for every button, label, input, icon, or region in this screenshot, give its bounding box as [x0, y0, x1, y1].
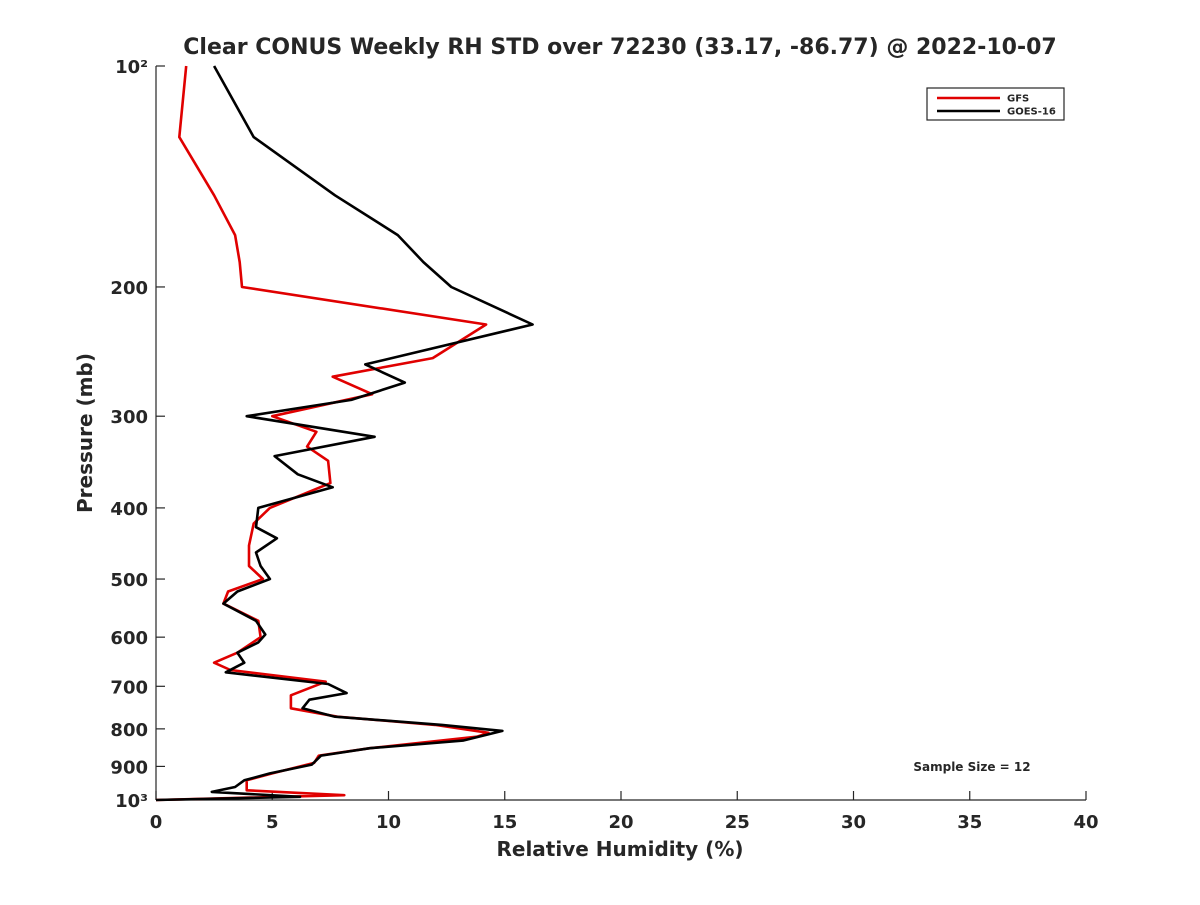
x-tick-label: 35 — [957, 812, 982, 833]
legend-box — [926, 87, 1065, 121]
x-tick-label: 20 — [608, 812, 633, 833]
sample-size-annotation: Sample Size = 12 — [913, 760, 1030, 774]
x-tick-label: 25 — [725, 812, 750, 833]
x-axis-label: Relative Humidity (%) — [496, 837, 743, 861]
x-tick-label: 30 — [841, 812, 866, 833]
y-tick-label: 900 — [110, 757, 148, 778]
y-tick-label: 400 — [110, 499, 148, 520]
legend-label-goes16: GOES-16 — [1007, 107, 1056, 118]
y-tick-label: 700 — [110, 677, 148, 698]
x-tick-label: 5 — [266, 812, 279, 833]
plot-area: 0 5 10 15 20 25 30 35 40 10² 200 300 400 500 600 700 800… — [110, 57, 1098, 833]
legend-label-gfs: GFS — [1007, 94, 1029, 105]
y-tick-label: 500 — [110, 570, 148, 591]
x-tick-label: 15 — [492, 812, 517, 833]
x-tick-label: 0 — [150, 812, 163, 833]
y-tick-label: 10³ — [115, 791, 148, 812]
legend: GFS GOES-16 — [926, 87, 1065, 121]
chart-title: Clear CONUS Weekly RH STD over 72230 (33… — [183, 35, 1056, 60]
y-tick-label: 200 — [110, 278, 148, 299]
y-tick-label: 300 — [110, 407, 148, 428]
x-tick-label: 40 — [1073, 812, 1098, 833]
x-tick-label: 10 — [376, 812, 401, 833]
y-tick-label: 10² — [115, 57, 148, 78]
y-axis-label: Pressure (mb) — [73, 353, 97, 513]
y-tick-label: 800 — [110, 720, 148, 741]
y-tick-label: 600 — [110, 628, 148, 649]
series-line-goes16 — [155, 65, 534, 802]
